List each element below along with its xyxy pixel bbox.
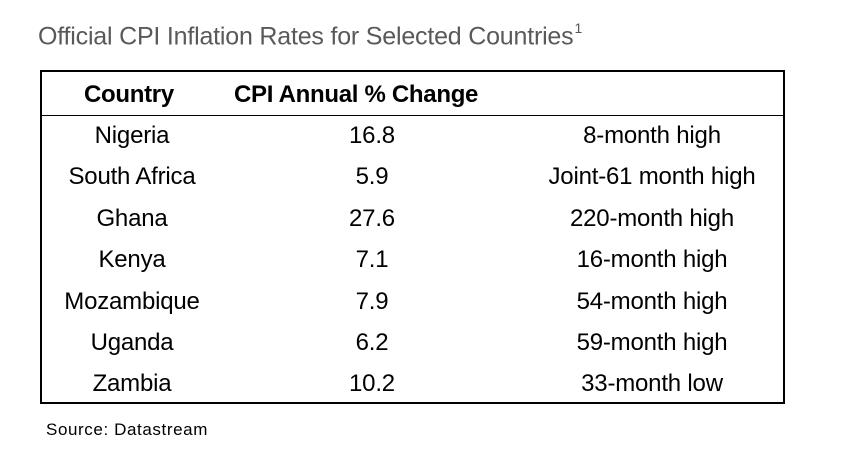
title-footnote-marker: 1 — [574, 20, 583, 36]
cpi-table: Country CPI Annual % Change Nigeria 16.8 8… — [40, 70, 785, 404]
cell-country: Ghana — [96, 204, 168, 232]
table-body: Nigeria 16.8 8-month high South Africa 5.9 Jo… — [42, 116, 783, 406]
cell-note: 8-month high — [583, 122, 721, 149]
column-header-cpi: CPI Annual % Change — [234, 81, 479, 108]
cell-country: Uganda — [90, 328, 174, 356]
table-row: Mozambique 7.9 54-month high — [42, 282, 783, 323]
cell-country: Mozambique — [64, 287, 200, 315]
source-note: Source: Datastream — [46, 420, 208, 439]
table-row: South Africa 5.9 Joint-61 month high — [42, 157, 783, 198]
table-row: Kenya 7.1 16-month high — [42, 240, 783, 281]
cell-cpi-value: 27.6 — [349, 204, 395, 232]
cell-country: Kenya — [98, 246, 166, 274]
table-row: Nigeria 16.8 8-month high — [42, 116, 783, 157]
chart-title: Official CPI Inflation Rates for Selecte… — [38, 20, 583, 51]
cell-note: 16-month high — [576, 246, 728, 274]
cell-cpi-value: 7.1 — [355, 246, 389, 274]
table-header-row: Country CPI Annual % Change — [42, 72, 783, 116]
cell-cpi-value: 5.9 — [355, 163, 389, 191]
cell-cpi-value: 10.2 — [349, 370, 395, 398]
table-row: Uganda 6.2 59-month high — [42, 323, 783, 364]
cell-cpi-value: 7.9 — [355, 287, 389, 315]
cell-cpi-value: 6.2 — [355, 328, 389, 356]
cell-cpi-value: 16.8 — [349, 122, 395, 149]
cell-note: 54-month high — [576, 287, 728, 315]
cell-note: 33-month low — [581, 370, 723, 398]
cell-note: Joint-61 month high — [548, 163, 756, 191]
cell-note: 59-month high — [576, 328, 728, 356]
table-row: Ghana 27.6 220-month high — [42, 199, 783, 240]
cell-country: Nigeria — [94, 122, 170, 149]
cell-note: 220-month high — [570, 204, 734, 232]
cell-country: Zambia — [92, 370, 172, 398]
table-row: Zambia 10.2 33-month low — [42, 364, 783, 405]
column-header-country: Country — [84, 81, 174, 108]
cell-country: South Africa — [68, 163, 196, 191]
